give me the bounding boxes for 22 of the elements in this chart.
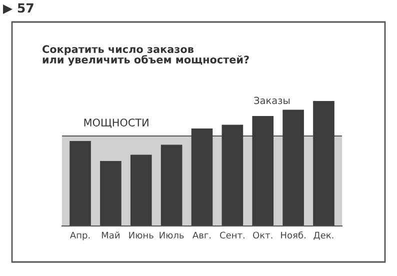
x-tick-label: Нояб. — [281, 231, 306, 239]
bar — [252, 116, 274, 226]
x-tick-label: Июль — [160, 232, 184, 239]
chart-title: Сократить число заказов или увеличить объем мощностей? — [42, 45, 249, 66]
x-tick-label: Май — [102, 232, 120, 239]
x-tick-label: Окт. — [253, 232, 272, 239]
bar — [222, 124, 244, 226]
x-tick-label: Сент. — [220, 232, 244, 239]
bar — [130, 154, 152, 226]
bar — [160, 144, 182, 226]
x-tick-label: Дек. — [314, 232, 334, 240]
bar — [282, 110, 304, 226]
bar — [191, 128, 213, 226]
text: ▶ 57 — [3, 3, 34, 14]
bar — [313, 101, 334, 226]
x-tick-label: Апр. — [70, 232, 90, 240]
band-label: МОЩНОСТИ — [84, 118, 148, 128]
x-tick-label: Июнь — [129, 232, 154, 239]
bar — [70, 141, 91, 226]
bar — [100, 161, 122, 226]
x-tick-label: Авг. — [192, 232, 211, 238]
series-label: Заказы — [254, 96, 290, 104]
